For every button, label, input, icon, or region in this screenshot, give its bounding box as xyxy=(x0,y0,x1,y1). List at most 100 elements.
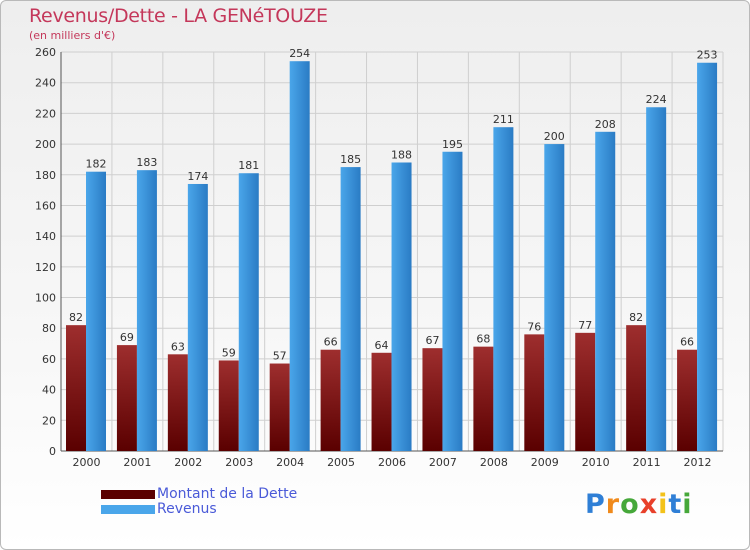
data-label-debt-2002: 63 xyxy=(171,340,185,353)
data-label-debt-2001: 69 xyxy=(120,331,134,344)
bar-debt-2012 xyxy=(677,349,698,451)
bar-revenue-2003 xyxy=(238,173,259,451)
data-label-debt-2008: 68 xyxy=(476,333,490,346)
chart-title: Revenus/Dette - LA GENéTOUZE xyxy=(29,5,328,27)
bar-debt-2006 xyxy=(371,352,392,451)
data-label-debt-2005: 66 xyxy=(324,336,338,349)
y-tick-label: 260 xyxy=(35,46,56,59)
y-tick-label: 180 xyxy=(35,169,56,182)
bar-revenue-2008 xyxy=(493,127,514,451)
y-tick-label: 80 xyxy=(42,322,56,335)
axes: 0 20 40 60 80 100 120 140 160 180 200 220 240 260 2000… xyxy=(35,46,723,469)
bar-revenue-2005 xyxy=(340,167,361,451)
bar-debt-2002 xyxy=(167,354,188,451)
y-tick-label: 60 xyxy=(42,353,56,366)
data-label-debt-2012: 66 xyxy=(680,336,694,349)
x-tick-label: 2012 xyxy=(684,456,712,469)
data-label-revenue-2010: 208 xyxy=(595,118,616,131)
data-label-debt-2007: 67 xyxy=(425,334,439,347)
data-label-revenue-2008: 211 xyxy=(493,113,514,126)
data-label-debt-2004: 57 xyxy=(273,350,287,363)
x-tick-label: 2005 xyxy=(327,456,355,469)
y-tick-label: 240 xyxy=(35,77,56,90)
x-tick-label: 2000 xyxy=(72,456,100,469)
data-label-revenue-2003: 181 xyxy=(238,159,259,172)
y-tick-label: 20 xyxy=(42,414,56,427)
data-label-revenue-2006: 188 xyxy=(391,148,412,161)
legend-swatch-debt xyxy=(101,489,155,499)
y-tick-label: 120 xyxy=(35,261,56,274)
data-label-revenue-2009: 200 xyxy=(544,130,565,143)
data-label-debt-2003: 59 xyxy=(222,346,236,359)
logo-letter: i xyxy=(682,489,693,520)
data-label-revenue-2000: 182 xyxy=(86,158,107,171)
data-label-debt-2011: 82 xyxy=(629,311,643,324)
logo-letter: r xyxy=(605,489,621,520)
bar-debt-2007 xyxy=(422,348,443,451)
x-tick-label: 2002 xyxy=(174,456,202,469)
logo-letter: P xyxy=(585,489,606,520)
bar-debt-2009 xyxy=(524,334,545,451)
data-label-revenue-2007: 195 xyxy=(442,138,463,151)
bar-revenue-2007 xyxy=(442,151,463,451)
data-labels: 82 182 69 183 63 174 59 181 57 254 66 185 64 188 67 195… xyxy=(69,47,718,362)
chart-subtitle: (en milliers d'€) xyxy=(29,29,116,42)
data-label-debt-2006: 64 xyxy=(375,339,389,352)
bar-debt-2008 xyxy=(473,346,494,451)
bar-revenue-2000 xyxy=(86,171,106,451)
x-tick-label: 2008 xyxy=(480,456,508,469)
x-tick-label: 2006 xyxy=(378,456,406,469)
x-tick-label: 2004 xyxy=(276,456,304,469)
legend-item-revenue: Revenus xyxy=(101,501,217,517)
data-label-debt-2009: 76 xyxy=(527,320,541,333)
y-tick-label: 200 xyxy=(35,138,56,151)
data-label-revenue-2005: 185 xyxy=(340,153,361,166)
logo-letter: t xyxy=(668,489,683,520)
bars xyxy=(66,61,718,452)
bar-revenue-2002 xyxy=(187,183,208,451)
legend-label-revenue: Revenus xyxy=(157,501,217,517)
data-label-debt-2000: 82 xyxy=(69,311,83,324)
y-tick-label: 100 xyxy=(35,292,56,305)
bar-debt-2003 xyxy=(218,360,239,451)
bar-debt-2004 xyxy=(269,363,290,451)
y-tick-label: 160 xyxy=(35,199,56,212)
data-label-revenue-2002: 174 xyxy=(187,170,208,183)
bar-debt-2011 xyxy=(626,325,647,451)
y-tick-label: 40 xyxy=(42,384,56,397)
bar-debt-2005 xyxy=(320,349,341,451)
data-label-revenue-2011: 224 xyxy=(646,93,667,106)
bar-debt-2000 xyxy=(66,325,86,451)
logo-letter: o xyxy=(620,489,640,520)
data-label-revenue-2012: 253 xyxy=(697,49,718,62)
logo-letter: i xyxy=(658,489,669,520)
y-tick-label: 140 xyxy=(35,230,56,243)
legend-item-debt: Montant de la Dette xyxy=(101,486,297,502)
legend-swatch-revenue xyxy=(101,504,155,514)
x-tick-label: 2010 xyxy=(582,456,610,469)
bar-revenue-2012 xyxy=(697,62,718,451)
legend-label-debt: Montant de la Dette xyxy=(157,486,298,502)
logo-letter: x xyxy=(639,489,659,520)
bar-revenue-2011 xyxy=(646,107,667,451)
proxiti-logo: Proxiti xyxy=(585,489,693,520)
data-label-revenue-2004: 254 xyxy=(289,47,310,60)
x-tick-label: 2007 xyxy=(429,456,457,469)
bar-debt-2010 xyxy=(575,332,596,451)
y-tick-label: 0 xyxy=(49,445,56,458)
x-tick-label: 2001 xyxy=(123,456,151,469)
bar-revenue-2006 xyxy=(391,162,412,451)
bar-revenue-2009 xyxy=(544,144,565,452)
bar-revenue-2001 xyxy=(136,170,157,451)
x-tick-label: 2009 xyxy=(531,456,559,469)
data-label-revenue-2001: 183 xyxy=(136,156,157,169)
x-tick-label: 2003 xyxy=(225,456,253,469)
data-label-debt-2010: 77 xyxy=(578,319,592,332)
bar-revenue-2004 xyxy=(289,61,310,451)
y-tick-label: 220 xyxy=(35,107,56,120)
x-tick-label: 2011 xyxy=(633,456,661,469)
bar-debt-2001 xyxy=(116,345,137,451)
bar-revenue-2010 xyxy=(595,131,616,452)
